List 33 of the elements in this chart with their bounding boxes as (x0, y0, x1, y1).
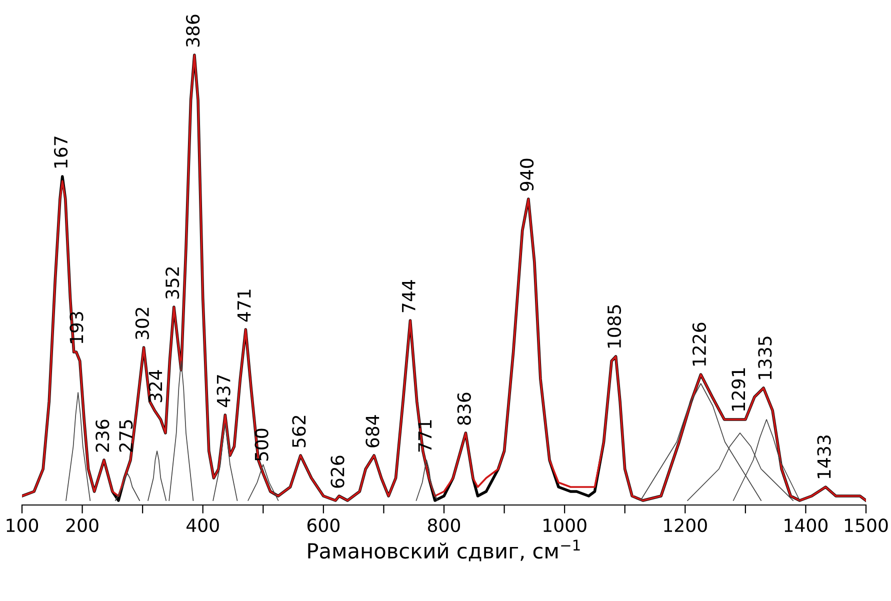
annotation: 684 (366, 415, 380, 448)
annotation: 275 (119, 420, 133, 452)
annotation: 324 (148, 370, 162, 402)
annotation: 940 (520, 158, 534, 191)
annotation: 437 (216, 375, 230, 408)
annotation: 1335 (758, 336, 772, 380)
annotation: 302 (135, 308, 150, 340)
x-tick-label: 1200 (664, 518, 707, 532)
x-tick-label: 400 (186, 518, 219, 532)
x-tick-label: 800 (428, 518, 460, 532)
annotation: 771 (418, 420, 432, 452)
x-tick-label: 1400 (784, 518, 828, 532)
annotation: 836 (457, 392, 471, 425)
annotation: 386 (186, 14, 200, 47)
x-tick-label: 1500 (845, 518, 888, 532)
x-axis-title: Рамановский сдвиг, см$^{−1}$ (308, 540, 580, 562)
annotation: 471 (237, 290, 251, 322)
annotation: 236 (96, 420, 110, 452)
annotation: 1433 (817, 436, 831, 478)
x-tick-label: 600 (307, 518, 340, 532)
annotation: 562 (292, 416, 306, 448)
annotation: 1085 (607, 305, 622, 348)
annotation: 500 (254, 428, 268, 461)
x-tick-label: 1000 (544, 518, 586, 532)
annotation: 352 (166, 267, 180, 299)
annotation: 193 (70, 312, 84, 344)
x-tick-label: 100 (6, 518, 38, 532)
annotation: 626 (330, 456, 344, 488)
annotation: 1291 (732, 368, 746, 411)
annotation: 744 (402, 280, 416, 312)
x-tick-label: 200 (66, 518, 98, 532)
annotation: 1226 (692, 322, 706, 366)
annotation: 167 (54, 136, 68, 168)
